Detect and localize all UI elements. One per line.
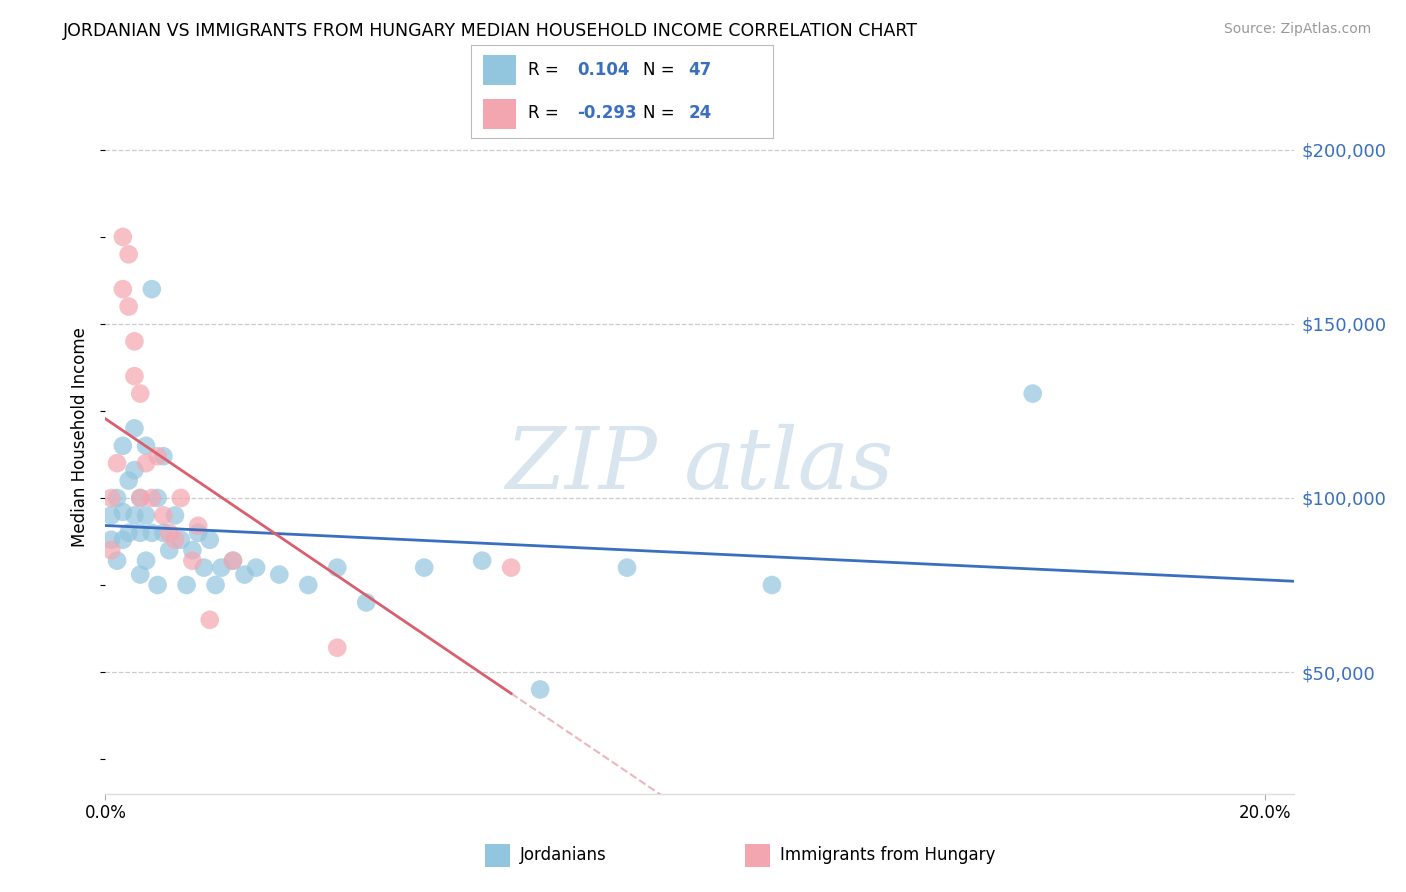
- Point: [233, 567, 256, 582]
- Point: [105, 554, 128, 568]
- Text: R =: R =: [529, 61, 564, 78]
- Point: [209, 560, 232, 574]
- Point: [176, 578, 198, 592]
- Point: [146, 578, 169, 592]
- Point: [117, 474, 139, 488]
- Point: [141, 525, 163, 540]
- Point: [187, 519, 209, 533]
- Point: [152, 525, 174, 540]
- Point: [117, 247, 139, 261]
- Point: [471, 554, 494, 568]
- Text: Jordanians: Jordanians: [520, 847, 607, 864]
- Point: [181, 543, 204, 558]
- Point: [135, 439, 157, 453]
- Point: [124, 334, 146, 349]
- Point: [354, 595, 377, 609]
- Point: [198, 613, 221, 627]
- Point: [129, 491, 152, 505]
- Point: [222, 554, 245, 568]
- Point: [129, 525, 152, 540]
- Text: 47: 47: [689, 61, 711, 78]
- Point: [529, 682, 551, 697]
- Point: [124, 369, 146, 384]
- Point: [100, 533, 122, 547]
- Point: [146, 491, 169, 505]
- Text: N =: N =: [644, 104, 681, 122]
- Point: [135, 508, 157, 523]
- Point: [111, 230, 134, 244]
- Point: [326, 560, 349, 574]
- Point: [187, 525, 209, 540]
- Point: [198, 533, 221, 547]
- Point: [157, 525, 180, 540]
- Point: [170, 491, 193, 505]
- Point: [501, 560, 523, 574]
- Point: [297, 578, 319, 592]
- Point: [245, 560, 267, 574]
- Point: [761, 578, 783, 592]
- Point: [111, 439, 134, 453]
- Point: [100, 491, 122, 505]
- Point: [157, 543, 180, 558]
- Text: Source: ZipAtlas.com: Source: ZipAtlas.com: [1223, 22, 1371, 37]
- Point: [152, 508, 174, 523]
- Point: [616, 560, 638, 574]
- Point: [135, 456, 157, 470]
- Point: [222, 554, 245, 568]
- Point: [129, 386, 152, 401]
- Point: [124, 463, 146, 477]
- Point: [1022, 386, 1045, 401]
- Point: [269, 567, 291, 582]
- Text: N =: N =: [644, 61, 681, 78]
- Point: [129, 491, 152, 505]
- Text: 24: 24: [689, 104, 711, 122]
- Point: [413, 560, 436, 574]
- Point: [152, 449, 174, 463]
- Point: [193, 560, 215, 574]
- Point: [111, 282, 134, 296]
- Point: [170, 533, 193, 547]
- Text: Immigrants from Hungary: Immigrants from Hungary: [780, 847, 995, 864]
- Point: [117, 525, 139, 540]
- Point: [124, 421, 146, 435]
- Point: [117, 300, 139, 314]
- Point: [135, 554, 157, 568]
- Point: [105, 491, 128, 505]
- Point: [111, 505, 134, 519]
- Point: [129, 567, 152, 582]
- Point: [204, 578, 226, 592]
- Y-axis label: Median Household Income: Median Household Income: [72, 327, 90, 547]
- Text: R =: R =: [529, 104, 564, 122]
- Text: 0.104: 0.104: [576, 61, 630, 78]
- Point: [163, 508, 186, 523]
- Point: [105, 456, 128, 470]
- Point: [100, 508, 122, 523]
- Text: -0.293: -0.293: [576, 104, 637, 122]
- Text: ZIP atlas: ZIP atlas: [505, 425, 894, 507]
- FancyBboxPatch shape: [484, 99, 516, 129]
- Point: [111, 533, 134, 547]
- FancyBboxPatch shape: [484, 55, 516, 85]
- Point: [100, 543, 122, 558]
- Point: [326, 640, 349, 655]
- Point: [163, 533, 186, 547]
- Point: [181, 554, 204, 568]
- Point: [146, 449, 169, 463]
- Point: [141, 491, 163, 505]
- Point: [124, 508, 146, 523]
- Text: JORDANIAN VS IMMIGRANTS FROM HUNGARY MEDIAN HOUSEHOLD INCOME CORRELATION CHART: JORDANIAN VS IMMIGRANTS FROM HUNGARY MED…: [63, 22, 918, 40]
- Point: [141, 282, 163, 296]
